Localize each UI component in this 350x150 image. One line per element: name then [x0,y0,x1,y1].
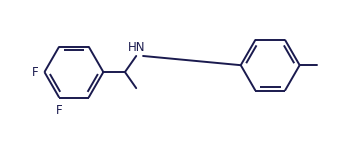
Text: F: F [32,66,38,79]
Text: F: F [56,104,63,117]
Text: HN: HN [127,41,145,54]
